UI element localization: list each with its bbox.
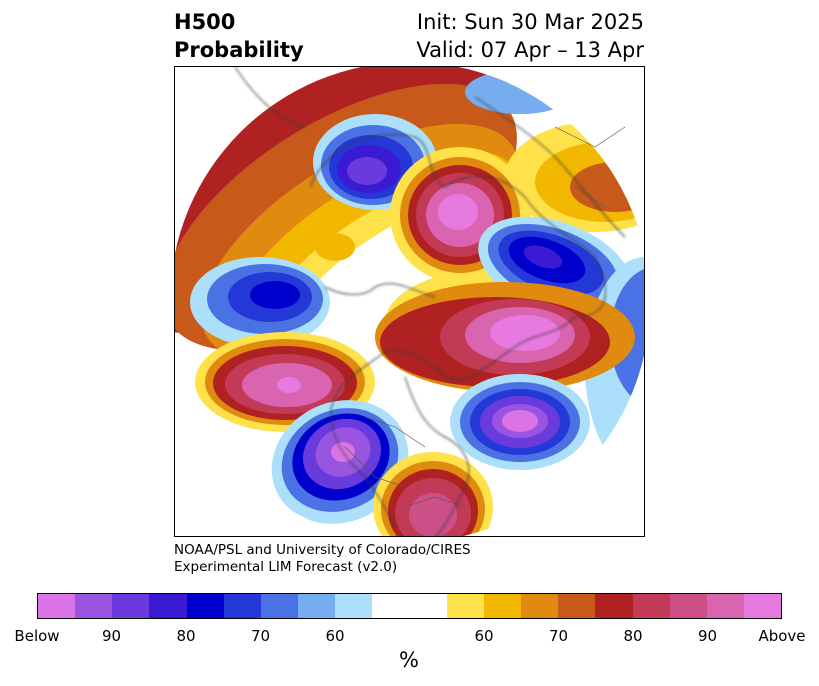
colorbar-segment <box>558 594 596 618</box>
colorbar-unit: % <box>399 648 419 672</box>
usa-above <box>373 452 493 536</box>
colorbar-segment <box>521 594 559 618</box>
map-panel <box>174 66 645 537</box>
colorbar-segment <box>706 594 744 618</box>
colorbar-segment <box>743 594 782 618</box>
europe-below <box>313 114 437 210</box>
colorbar-segment <box>669 594 707 618</box>
colorbar-tick-label: 80 <box>623 627 643 645</box>
colorbar-tick-label: 90 <box>697 627 718 645</box>
title-block: H500 Probability <box>174 8 304 64</box>
colorbar-segment <box>223 594 261 618</box>
colorbar-segment <box>112 594 150 618</box>
colorbar-tick-label: 60 <box>325 627 345 645</box>
credit-line-1: NOAA/PSL and University of Colorado/CIRE… <box>174 542 471 558</box>
colorbar-tick-label: Above <box>758 627 806 645</box>
valid-range: Valid: 07 Apr – 13 Apr <box>416 38 644 62</box>
credit-text: NOAA/PSL and University of Colorado/CIRE… <box>174 542 471 576</box>
title-variable: H500 <box>174 10 236 34</box>
colorbar-tick-label: 90 <box>101 627 122 645</box>
anomaly-fields <box>175 67 644 536</box>
probability-map <box>175 67 644 536</box>
colorbar-segment <box>149 594 187 618</box>
colorbar-segment <box>372 594 410 618</box>
colorbar-segment <box>483 594 522 618</box>
atlantic-below <box>450 374 590 470</box>
colorbar-segment <box>335 594 373 618</box>
colorbar-tick-label: Below <box>14 627 60 645</box>
north-america-above <box>375 282 635 392</box>
left-below <box>190 257 330 347</box>
colorbar-segment <box>632 594 670 618</box>
colorbar-segment <box>595 594 633 618</box>
colorbar-segment <box>446 594 484 618</box>
date-block: Init: Sun 30 Mar 2025 Valid: 07 Apr – 13… <box>416 8 644 64</box>
borders <box>344 126 626 508</box>
colorbar-tick-label: 60 <box>474 627 494 645</box>
yellow-patch <box>315 233 355 261</box>
colorbar-segment <box>260 594 299 618</box>
colorbar-segment <box>38 594 76 618</box>
credit-line-2: Experimental LIM Forecast (v2.0) <box>174 559 398 575</box>
init-date: Init: Sun 30 Mar 2025 <box>416 10 644 34</box>
blue-patch-top <box>465 70 575 114</box>
colorbar-tick-label: 80 <box>176 627 196 645</box>
coastlines <box>234 67 626 536</box>
colorbar-segment <box>186 594 224 618</box>
colorbar-segment <box>75 594 113 618</box>
colorbar <box>37 593 782 619</box>
title-product: Probability <box>174 38 304 62</box>
colorbar-segment <box>298 594 336 618</box>
colorbar-segment <box>409 594 447 618</box>
colorbar-tick-label: 70 <box>250 627 271 645</box>
colorbar-tick-label: 70 <box>548 627 569 645</box>
